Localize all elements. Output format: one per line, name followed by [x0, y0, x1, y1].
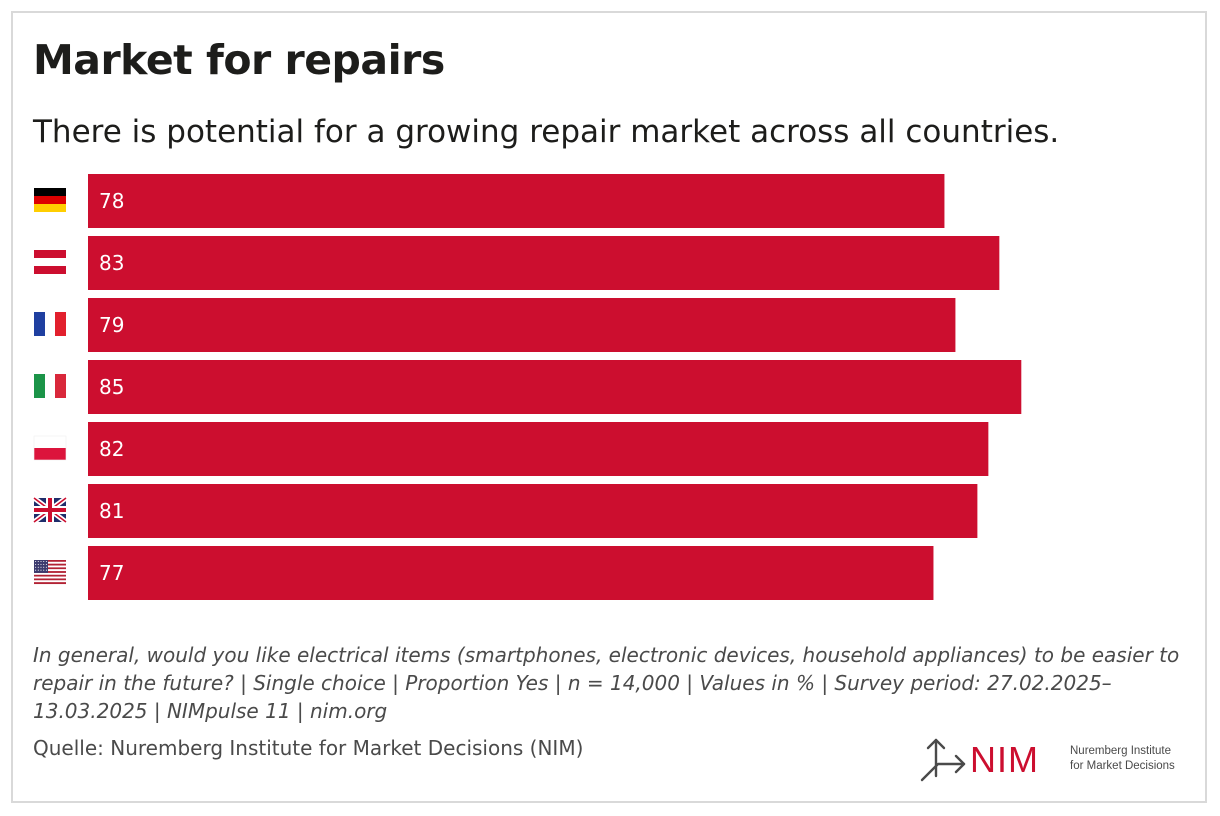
chart-title: Market for repairs [33, 36, 445, 84]
usa-flag-icon [34, 560, 66, 585]
source-note: Quelle: Nuremberg Institute for Market D… [33, 736, 584, 760]
nim-logo-line1: Nuremberg Institute [1070, 745, 1171, 757]
bar-value-label: 85 [99, 375, 125, 399]
nim-logo-word: NIM [970, 739, 1039, 780]
chart-subtitle: There is potential for a growing repair … [33, 114, 1060, 150]
bar-value-label: 81 [99, 499, 125, 523]
bar-france [88, 298, 956, 352]
austria-flag-icon [34, 250, 66, 274]
bar-united-kingdom [88, 484, 978, 538]
france-flag-icon [34, 312, 66, 336]
poland-flag-icon [33, 435, 67, 461]
bar-value-label: 82 [99, 437, 125, 461]
bar-value-label: 83 [99, 251, 125, 275]
nim-logo-line2: for Market Decisions [1070, 760, 1175, 772]
bar-value-label: 79 [99, 313, 125, 337]
bar-austria [88, 236, 1000, 290]
italy-flag-icon [34, 374, 66, 398]
bar-poland [88, 422, 989, 476]
nim-logo-tagline: Nuremberg Institute for Market Decisions [1070, 744, 1175, 774]
survey-footnote: In general, would you like electrical it… [33, 643, 1180, 723]
bar-italy [88, 360, 1022, 414]
bar-value-label: 77 [99, 561, 125, 585]
bar-germany [88, 174, 945, 228]
uk-flag-icon [32, 496, 68, 524]
nim-arrow-logo-icon [920, 738, 966, 782]
bar-value-label: 78 [99, 189, 125, 213]
nim-logo: NIM Nuremberg Institute for Market Decis… [920, 736, 1190, 786]
bar-usa [88, 546, 934, 600]
germany-flag-icon [34, 188, 66, 212]
